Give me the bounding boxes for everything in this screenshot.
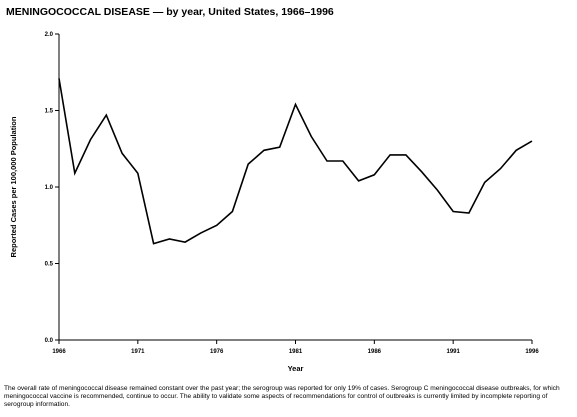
series-line-0 <box>58 78 533 245</box>
chart-series <box>58 78 533 245</box>
y-tick-label: 1.5 <box>45 109 54 115</box>
x-tick-label: 1996 <box>525 349 539 355</box>
y-tick-label: 2.0 <box>45 32 54 38</box>
y-tick-label: 1.0 <box>45 185 54 191</box>
x-tick-label: 1986 <box>368 349 382 355</box>
y-tick-label: 0.5 <box>45 262 54 268</box>
y-axis-title: Reported Cases per 100,000 Population <box>9 116 18 257</box>
line-chart: 1966 1971 1976 1981 1986 1991 1996 0.0 0.5 1.0 1.… <box>9 32 539 373</box>
x-tick-label: 1976 <box>210 349 224 355</box>
x-tick-label: 1966 <box>52 349 66 355</box>
x-axis-ticks: 1966 1971 1976 1981 1986 1991 1996 <box>52 340 539 355</box>
chart-title-main: MENINGOCOCCAL DISEASE <box>6 6 150 18</box>
chart-axes <box>58 34 532 341</box>
chart-title: MENINGOCOCCAL DISEASE — by year, United … <box>6 6 334 18</box>
x-tick-label: 1981 <box>289 349 303 355</box>
chart-title-rest: — by year, United States, 1966–1996 <box>149 6 334 18</box>
y-axis-ticks: 0.0 0.5 1.0 1.5 2.0 <box>45 32 59 344</box>
y-tick-label: 0.0 <box>45 338 54 344</box>
x-tick-label: 1991 <box>446 349 460 355</box>
footnote: The overall rate of meningococcal diseas… <box>4 385 560 408</box>
x-tick-label: 1971 <box>131 349 145 355</box>
x-axis-title: Year <box>288 364 304 373</box>
